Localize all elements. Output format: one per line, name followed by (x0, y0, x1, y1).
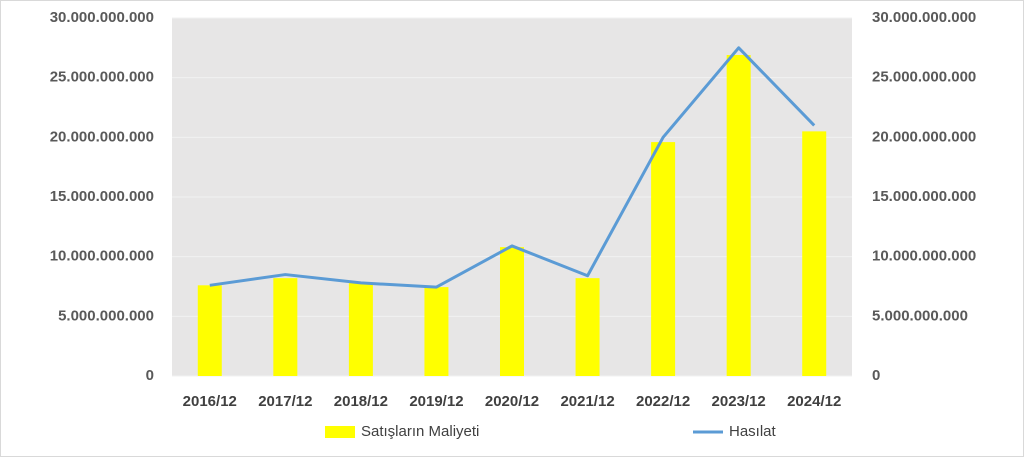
legend-label: Satışların Maliyeti (361, 423, 479, 440)
x-tick-label: 2022/12 (636, 393, 690, 410)
y-tick-label: 15.000.000.000 (50, 188, 154, 205)
legend-label: Hasılat (729, 423, 777, 440)
y2-tick-label: 0 (872, 367, 880, 384)
bar (348, 282, 373, 376)
bar (424, 287, 449, 376)
bar (273, 278, 298, 376)
x-tick-label: 2021/12 (560, 393, 614, 410)
x-tick-label: 2024/12 (787, 393, 841, 410)
y2-tick-label: 25.000.000.000 (872, 69, 976, 86)
legend-swatch (325, 426, 355, 438)
x-tick-label: 2016/12 (183, 393, 237, 410)
bar (500, 247, 524, 376)
y-tick-label: 25.000.000.000 (50, 69, 154, 86)
y-tick-label: 0 (146, 367, 154, 384)
bar (651, 142, 676, 376)
y-tick-label: 10.000.000.000 (50, 248, 154, 265)
y-tick-label: 20.000.000.000 (50, 128, 154, 145)
y2-tick-label: 15.000.000.000 (872, 188, 976, 205)
bar (197, 285, 222, 376)
bar (802, 131, 827, 376)
x-tick-label: 2017/12 (258, 393, 312, 410)
y2-tick-label: 20.000.000.000 (872, 128, 976, 145)
bar (575, 278, 600, 376)
y2-tick-label: 30.000.000.000 (872, 9, 976, 26)
y2-tick-label: 5.000.000.000 (872, 307, 968, 324)
x-tick-label: 2020/12 (485, 393, 539, 410)
bar (726, 54, 751, 376)
line (209, 46, 816, 289)
x-tick-label: 2019/12 (409, 393, 463, 410)
x-tick-label: 2023/12 (712, 393, 766, 410)
y-tick-label: 5.000.000.000 (58, 307, 154, 324)
y2-tick-label: 10.000.000.000 (872, 248, 976, 265)
y-tick-label: 30.000.000.000 (50, 9, 154, 26)
x-tick-label: 2018/12 (334, 393, 388, 410)
